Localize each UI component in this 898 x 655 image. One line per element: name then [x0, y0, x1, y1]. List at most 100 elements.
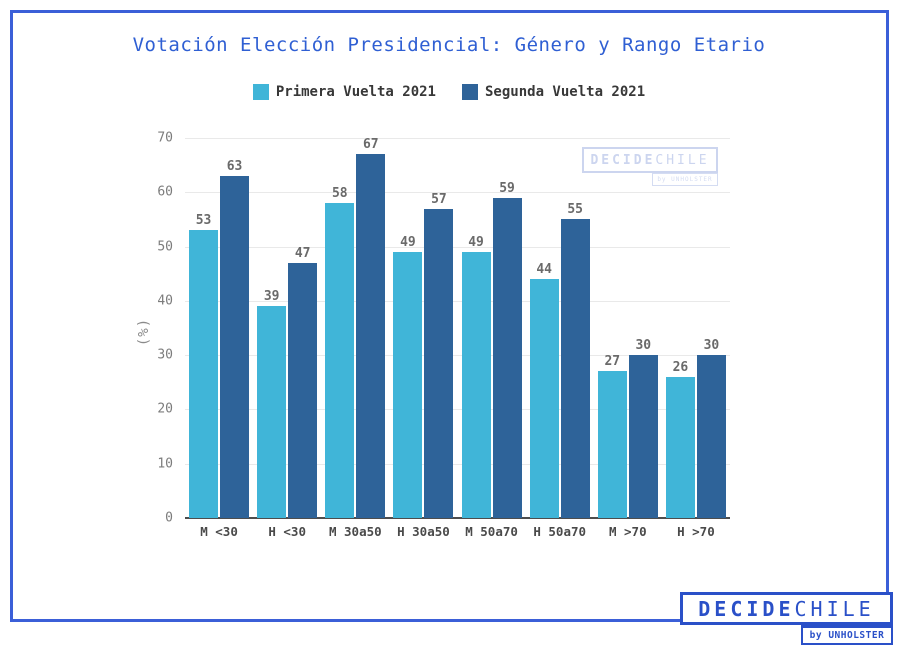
- frame-border: [10, 10, 889, 622]
- bar-value-label: 27: [604, 354, 621, 370]
- legend-label-segunda: Segunda Vuelta 2021: [485, 84, 646, 100]
- y-tick-label-70: 70: [157, 130, 173, 146]
- y-tick-label-60: 60: [157, 184, 173, 200]
- x-tick-label-h->70: H >70: [677, 524, 715, 539]
- legend-swatch-segunda: [462, 84, 478, 100]
- bar-segunda-h->70: [696, 355, 726, 518]
- bar-value-label: 47: [294, 245, 311, 261]
- bar-group-h-<30: 39 47: [253, 138, 321, 518]
- plot-area: 0 10 20 30 40 50 60 70 53 63 M <30 39 47 H <30 58 67 M 3…: [157, 131, 730, 539]
- bar-wrap: 63: [220, 138, 250, 518]
- bar-wrap: 27: [597, 138, 627, 518]
- watermark-brand-regular: CHILE: [655, 152, 710, 168]
- gridline-30: [185, 355, 730, 357]
- bar-value-label: 55: [567, 202, 584, 218]
- bar-primera-m->70: [597, 371, 627, 518]
- y-tick-label-30: 30: [157, 347, 173, 363]
- legend-item-primera: Primera Vuelta 2021: [252, 84, 436, 100]
- bar-segunda-m-30a50: [356, 154, 386, 518]
- bar-value-label: 53: [195, 213, 212, 229]
- x-tick-label-h-30a50: H 30a50: [397, 524, 450, 539]
- bar-segunda-m-<30: [220, 176, 250, 518]
- y-tick-label-0: 0: [165, 510, 173, 526]
- brand-logo-regular: CHILE: [794, 596, 875, 621]
- bar-value-label: 49: [468, 235, 484, 250]
- gridline-50: [185, 246, 730, 248]
- watermark-brand-bold: DECIDE: [590, 152, 656, 168]
- bar-group-m-30a50: 58 67: [321, 138, 389, 518]
- x-tick-label-m-30a50: M 30a50: [328, 524, 382, 539]
- bar-primera-h-30a50: [393, 252, 423, 518]
- bar-primera-m-30a50: [325, 203, 355, 518]
- legend: Primera Vuelta 2021 Segunda Vuelta 2021: [0, 84, 898, 100]
- brand-logo-box: DECIDE CHILE: [680, 592, 893, 625]
- x-tick-label-m-<30: M <30: [200, 524, 238, 539]
- bar-wrap: 44: [529, 138, 559, 518]
- bar-wrap: 67: [356, 137, 386, 518]
- y-axis-label: (%): [136, 317, 152, 347]
- bar-group-m->70: 27 30: [594, 138, 662, 518]
- bar-value-label: 59: [499, 180, 515, 196]
- bar-wrap: 49: [461, 138, 491, 518]
- x-tick-label-h-<30: H <30: [268, 524, 306, 539]
- bar-segunda-h-50a70: [560, 219, 590, 518]
- bar-segunda-m-50a70: [492, 197, 522, 518]
- bar-group-h-50a70: 44 55: [526, 138, 594, 518]
- bar-value-label: 44: [536, 262, 553, 278]
- x-tick-label-m->70: M >70: [608, 524, 647, 539]
- bar-group-m-50a70: 49 59: [458, 138, 526, 518]
- bar-wrap: 39: [257, 138, 287, 518]
- bar-value-label: 49: [400, 235, 416, 250]
- bar-wrap: 58: [325, 138, 355, 518]
- bar-primera-m-<30: [189, 230, 219, 518]
- x-tick-label-h-50a70: H 50a70: [533, 524, 587, 539]
- bar-segunda-h-30a50: [424, 208, 454, 518]
- bar-value-label: 30: [703, 338, 720, 354]
- bar-segunda-h-<30: [288, 262, 318, 518]
- bar-wrap: 55: [560, 138, 590, 518]
- watermark-brand: DECIDE CHILE: [582, 147, 718, 173]
- bar-wrap: 47: [288, 138, 318, 518]
- gridline-10: [185, 463, 730, 465]
- brand-logo-bold: DECIDE: [698, 596, 795, 621]
- watermark: DECIDE CHILE by UNHOLSTER: [582, 147, 718, 186]
- bar-group-h->70: 26 30: [662, 138, 730, 518]
- bar-value-label: 58: [331, 186, 348, 202]
- bar-wrap: 30: [696, 138, 726, 518]
- bar-value-label: 30: [635, 338, 652, 354]
- x-axis-line: [185, 517, 730, 519]
- bar-primera-h->70: [665, 376, 695, 518]
- bar-primera-h-50a70: [529, 279, 559, 518]
- legend-swatch-primera: [252, 84, 269, 100]
- bar-wrap: 59: [492, 138, 522, 518]
- bar-wrap: 30: [628, 138, 658, 518]
- brand-logo-byline: by UNHOLSTER: [801, 625, 893, 645]
- bar-group-m-<30: 53 63: [185, 138, 253, 518]
- bar-value-label: 26: [672, 359, 689, 375]
- bar-group-h-30a50: 49 57: [389, 138, 457, 518]
- gridline-70: [185, 138, 730, 139]
- bar-wrap: 57: [424, 138, 454, 518]
- chart-title: Votación Elección Presidencial: Género y…: [132, 34, 766, 56]
- y-tick-label-40: 40: [157, 293, 173, 309]
- brand-logo: DECIDE CHILE by UNHOLSTER: [680, 592, 893, 645]
- bar-wrap: 26: [665, 138, 695, 518]
- bar-primera-m-50a70: [461, 252, 491, 518]
- bar-value-label: 39: [263, 289, 280, 305]
- y-tick-label-50: 50: [157, 239, 173, 255]
- bar-value-label: 63: [226, 159, 243, 174]
- gridline-60: [185, 192, 730, 194]
- gridline-40: [185, 300, 730, 302]
- legend-label-primera: Primera Vuelta 2021: [275, 84, 436, 100]
- bar-primera-h-<30: [257, 306, 287, 518]
- y-tick-label-10: 10: [157, 456, 173, 472]
- bar-wrap: 53: [189, 138, 219, 518]
- bar-value-label: 57: [431, 191, 447, 207]
- bar-value-label: 67: [362, 137, 379, 153]
- watermark-byline: by UNHOLSTER: [652, 173, 718, 186]
- y-tick-label-20: 20: [157, 401, 173, 417]
- x-tick-label-m-50a70: M 50a70: [465, 524, 518, 539]
- gridline-20: [185, 409, 730, 411]
- bar-wrap: 49: [393, 138, 423, 518]
